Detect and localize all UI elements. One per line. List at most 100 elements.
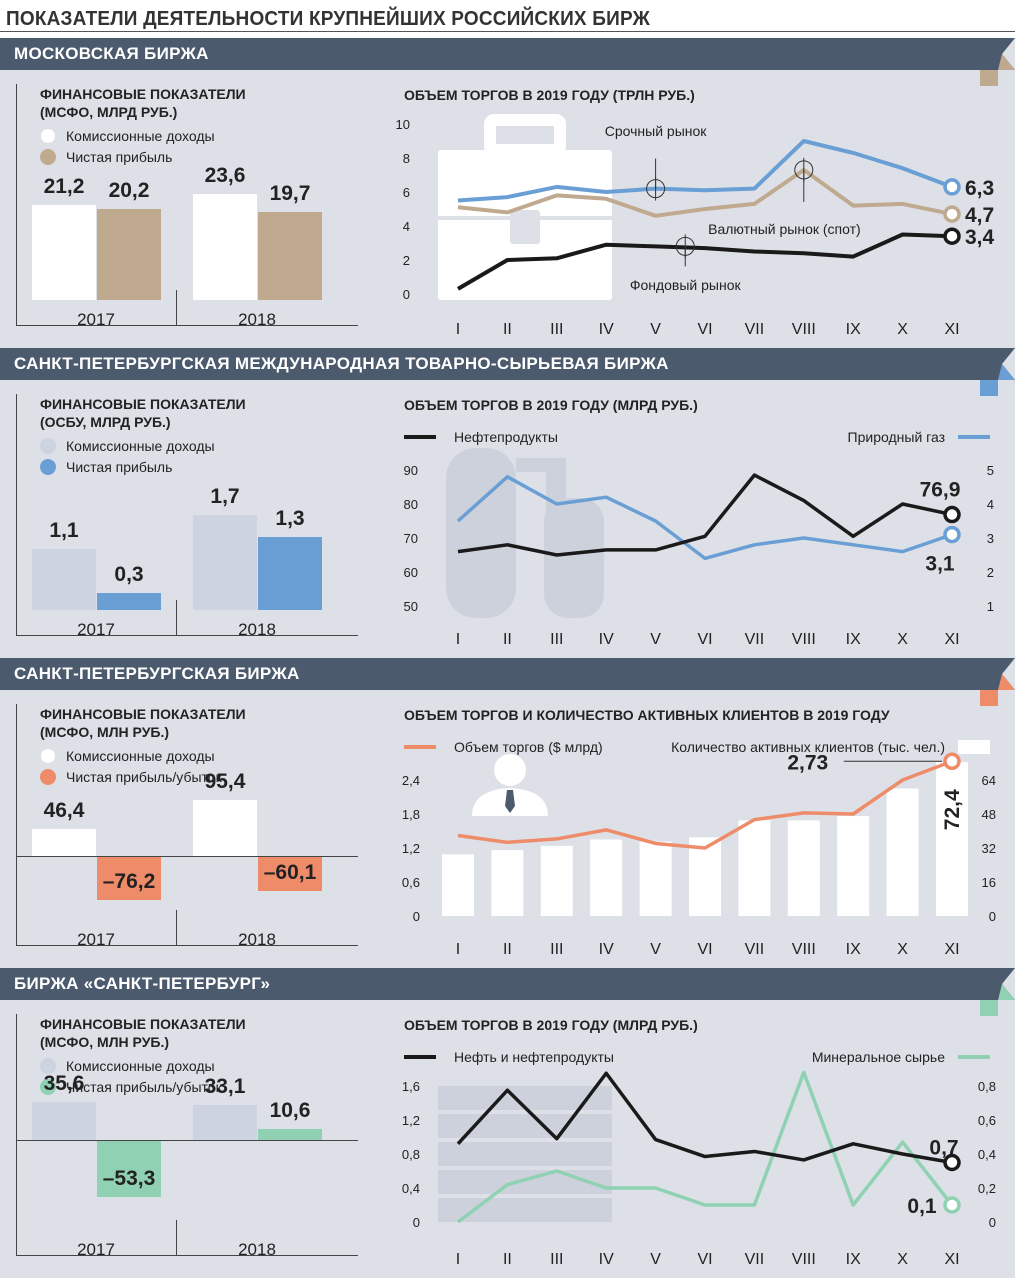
frame-bottom (16, 1255, 358, 1256)
y-tick-label: 6 (403, 185, 410, 200)
profit-bar (97, 593, 161, 610)
y-right-tick-label: 2 (987, 565, 994, 580)
year-label: 2018 (238, 930, 276, 949)
end-value-label: 76,9 (920, 479, 961, 502)
end-marker (943, 525, 961, 544)
end-marker (943, 1153, 961, 1172)
briefcase-handle-icon (484, 114, 566, 156)
legend-dot-icon (40, 1079, 56, 1095)
series-label: Фондовый рынок (630, 277, 742, 293)
client-bar (590, 839, 623, 916)
y-tick-label: 1,6 (402, 1079, 420, 1094)
legend-bar-icon (958, 740, 990, 754)
year-divider (176, 600, 177, 636)
legend-label: Объем торгов ($ млрд) (454, 739, 603, 755)
month-tick-label: VIII (792, 1251, 816, 1268)
commission-bar (32, 204, 96, 300)
section-0: МОСКОВСКАЯ БИРЖА ФИНАНСОВЫЕ ПОКАЗАТЕЛИ (М… (0, 38, 1015, 348)
series-line (456, 1071, 953, 1165)
year-label: 2017 (77, 620, 115, 639)
bar-value-label: –60,1 (263, 860, 317, 884)
y-tick-label: 60 (404, 565, 418, 580)
legend-dot-icon (40, 438, 56, 454)
end-marker (943, 752, 961, 771)
y-tick-label: 2 (403, 253, 410, 268)
client-bar (491, 850, 524, 916)
bar-value-label: 0,3 (114, 563, 144, 587)
ingot-icon (438, 1198, 612, 1222)
year-label: 2018 (238, 1240, 276, 1259)
month-tick-label: VIII (792, 941, 816, 958)
legend-label: Чистая прибыль/убыток (66, 1079, 222, 1095)
commission-bar (32, 829, 96, 856)
series-line (456, 232, 953, 291)
month-tick-label: XI (944, 1251, 959, 1268)
ribbon-accent (980, 70, 998, 86)
month-tick-label: IV (599, 1251, 614, 1268)
y-right-tick-label: 64 (982, 773, 996, 788)
year-label: 2017 (77, 1240, 115, 1259)
y-tick-label: 10 (396, 117, 410, 132)
legend-item: Чистая прибыль (40, 147, 172, 167)
commission-bar (193, 800, 257, 856)
year-divider (176, 910, 177, 946)
series-line (457, 473, 953, 557)
month-tick-label: VIII (792, 631, 816, 648)
legend-label: Минеральное сырье (812, 1049, 945, 1065)
section-1: САНКТ-ПЕТЕРБУРГСКАЯ МЕЖДУНАРОДНАЯ ТОВАРН… (0, 348, 1015, 658)
financial-title: ФИНАНСОВЫЕ ПОКАЗАТЕЛИ (МСФО, МЛРД РУБ.) (40, 86, 246, 120)
y-tick-label: 80 (404, 497, 418, 512)
end-value-label: 3,4 (965, 226, 995, 249)
ingot-icon (438, 1170, 612, 1194)
client-bar (442, 854, 474, 916)
month-tick-label: III (550, 321, 563, 338)
series-label: Срочный рынок (605, 123, 708, 139)
ingot-icon (438, 1114, 612, 1138)
chart-title: ОБЪЕМ ТОРГОВ В 2019 ГОДУ (ТРЛН РУБ.) (404, 87, 695, 103)
section-header: МОСКОВСКАЯ БИРЖА (0, 38, 980, 70)
bar-value-label: 35,6 (43, 1072, 85, 1095)
financial-panel: ФИНАНСОВЫЕ ПОКАЗАТЕЛИ (МСФО, МЛРД РУБ.) К… (16, 84, 358, 329)
month-tick-label: I (456, 321, 460, 338)
y-tick-label: 90 (404, 463, 418, 478)
series-line (457, 167, 953, 218)
frame-left (16, 1014, 17, 1256)
ribbon-accent (980, 1000, 998, 1016)
briefcase-lock-icon (510, 210, 540, 244)
month-tick-label: I (456, 631, 460, 648)
month-tick-label: V (650, 321, 661, 338)
commission-bar (193, 194, 257, 300)
month-tick-label: II (503, 1251, 512, 1268)
person-head-icon (494, 754, 526, 786)
financial-panel: ФИНАНСОВЫЕ ПОКАЗАТЕЛИ (ОСБУ, МЛРД РУБ.) К… (16, 394, 358, 639)
month-tick-label: X (897, 941, 908, 958)
year-label: 2018 (238, 620, 276, 639)
profit-bar (97, 1140, 161, 1197)
bar-value-label: 95,4 (204, 770, 246, 794)
frame-bottom (16, 325, 358, 326)
section-3: БИРЖА «САНКТ-ПЕТЕРБУРГ» ФИНАНСОВЫЕ ПОКАЗА… (0, 968, 1015, 1278)
legend-item: Чистая прибыль/убыток (40, 767, 222, 787)
page-title: ПОКАЗАТЕЛИ ДЕЯТЕЛЬНОСТИ КРУПНЕЙШИХ РОССИ… (6, 8, 650, 30)
legend-dot-icon (40, 1058, 56, 1074)
ribbon-accent-tip (998, 674, 1015, 690)
month-tick-label: I (456, 1251, 460, 1268)
ribbon-accent (980, 690, 998, 706)
bar-value-label: 33,1 (204, 1074, 246, 1098)
zero-line (16, 1140, 358, 1141)
bar-value-label: 23,6 (204, 164, 246, 187)
end-value-label: 0,1 (907, 1195, 937, 1218)
bar-value-label: 46,4 (43, 799, 85, 822)
y-tick-label: 0,6 (402, 875, 420, 890)
y-right-tick-label: 0,4 (978, 1147, 996, 1162)
y-tick-label: 1,8 (402, 807, 420, 822)
bar-value-label: 1,3 (275, 507, 305, 531)
financial-title: ФИНАНСОВЫЕ ПОКАЗАТЕЛИ (ОСБУ, МЛРД РУБ.) (40, 396, 246, 430)
y-tick-label: 0 (413, 909, 420, 924)
month-tick-label: V (650, 1251, 661, 1268)
y-tick-label: 70 (404, 531, 418, 546)
bar-value-label: 20,2 (108, 179, 150, 203)
y-right-tick-label: 48 (982, 807, 996, 822)
ribbon-icon (980, 38, 1015, 86)
section-header: САНКТ-ПЕТЕРБУРГСКАЯ БИРЖА (0, 658, 980, 690)
